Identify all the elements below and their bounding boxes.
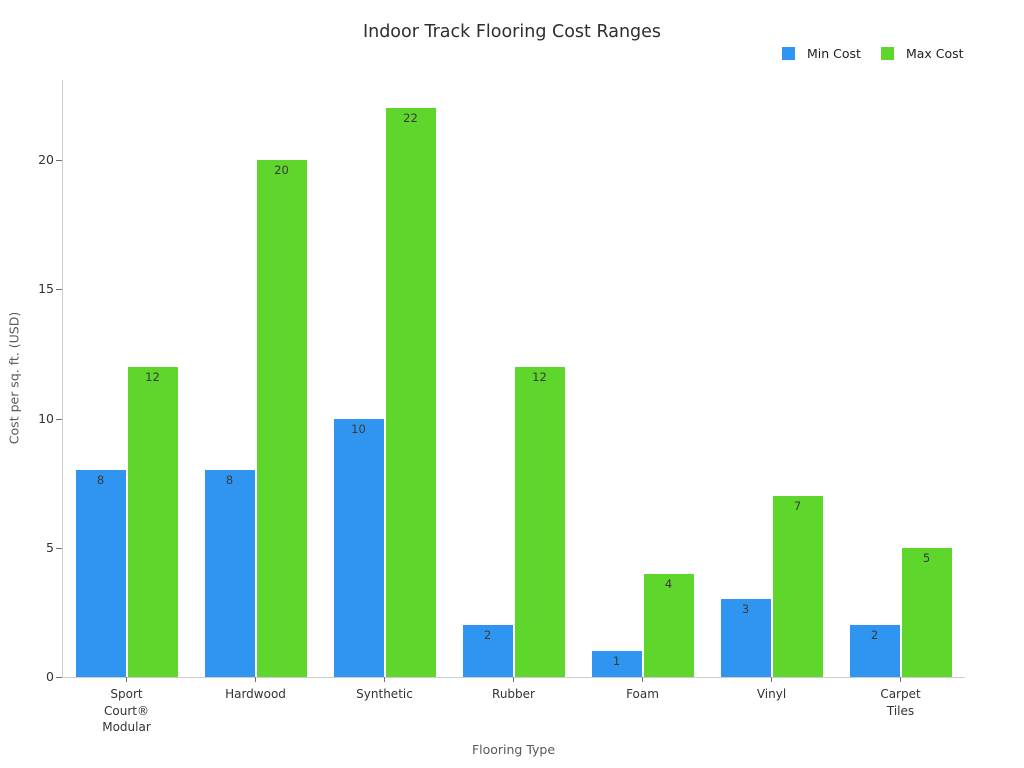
y-tick-label: 15 — [38, 281, 54, 297]
x-tick-mark — [642, 677, 643, 682]
y-tick-label: 5 — [46, 539, 54, 555]
x-category-label: Carpet Tiles — [880, 687, 921, 718]
y-axis-spine — [62, 80, 63, 677]
y-tick-label: 10 — [38, 410, 54, 426]
x-tick-mark — [384, 677, 385, 682]
bar-value-label: 20 — [274, 163, 289, 178]
bar-min-cost — [720, 599, 771, 677]
bar-value-label: 7 — [793, 499, 802, 514]
bar-value-label: 1 — [612, 654, 621, 669]
x-tick-mark — [126, 677, 127, 682]
bar-min-cost — [462, 625, 513, 677]
chart-title: Indoor Track Flooring Cost Ranges — [362, 22, 662, 42]
bar-max-cost — [256, 160, 307, 677]
bar-min-cost — [591, 651, 642, 677]
bar-value-label: 8 — [225, 473, 234, 488]
bar-value-label: 8 — [96, 473, 105, 488]
y-tick-mark — [56, 677, 62, 678]
x-category-label: Vinyl — [756, 687, 787, 701]
bar-value-label: 5 — [922, 550, 931, 565]
bar-max-cost — [772, 496, 823, 677]
bar-value-label: 3 — [741, 602, 750, 617]
y-tick-label: 0 — [46, 669, 54, 684]
y-tick-mark — [56, 547, 62, 549]
bar-min-cost — [849, 625, 900, 677]
bar-value-label: 2 — [870, 628, 879, 643]
legend-label: Min Cost — [807, 46, 861, 61]
legend-swatch-min-cost — [782, 47, 795, 60]
x-category-label: Rubber — [492, 687, 535, 701]
bar-max-cost — [901, 547, 952, 677]
bar-max-cost — [514, 366, 565, 677]
bar-max-cost — [643, 573, 694, 677]
bar-value-label: 10 — [351, 421, 366, 436]
legend: Min Cost Max Cost — [782, 46, 964, 61]
legend-label: Max Cost — [905, 46, 964, 61]
bar-value-label: 12 — [145, 369, 160, 384]
x-category-label: Foam — [626, 687, 659, 701]
bar-min-cost — [333, 418, 384, 677]
y-tick-label: 20 — [38, 152, 54, 168]
x-category-label: Sport Court® Modular — [102, 687, 151, 734]
bar-value-label: 12 — [532, 369, 547, 384]
x-tick-mark — [513, 677, 514, 682]
bar-max-cost — [127, 366, 178, 677]
x-category-label: Synthetic — [356, 687, 413, 701]
bar-value-label: 4 — [664, 576, 673, 591]
legend-item-max-cost: Max Cost — [880, 46, 964, 61]
bar-min-cost — [75, 470, 126, 677]
x-tick-mark — [255, 677, 256, 682]
bar-max-cost — [385, 108, 436, 677]
bar-value-label: 2 — [483, 628, 492, 643]
bar-value-label: 22 — [403, 111, 418, 126]
x-tick-mark — [900, 677, 901, 682]
x-axis-title: Flooring Type — [471, 742, 556, 757]
legend-swatch-max-cost — [880, 47, 894, 60]
x-category-label: Hardwood — [225, 687, 286, 701]
y-tick-mark — [56, 160, 62, 162]
legend-item-min-cost: Min Cost — [782, 46, 861, 61]
y-tick-mark — [56, 289, 62, 291]
y-tick-mark — [56, 418, 62, 420]
bar-min-cost — [204, 470, 255, 677]
x-tick-mark — [771, 677, 772, 682]
